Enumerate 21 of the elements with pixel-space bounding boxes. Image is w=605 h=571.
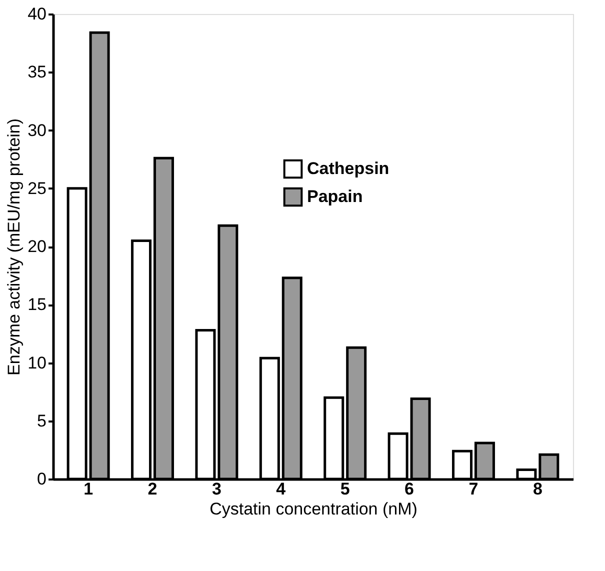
- y-tick-label: 15: [28, 295, 46, 314]
- x-tick-label: 1: [84, 480, 94, 498]
- y-tick-label: 20: [28, 237, 46, 256]
- y-tick-label: 25: [28, 178, 46, 198]
- legend-label: Cathepsin: [307, 159, 390, 178]
- x-axis-title: Cystatin concentration (nM): [210, 500, 418, 518]
- y-tick-label: 0: [37, 470, 46, 488]
- y-tick-label: 40: [28, 4, 46, 24]
- x-tick-label: 5: [340, 480, 350, 498]
- x-tick-label: 8: [532, 480, 542, 498]
- x-tick-label: 6: [404, 480, 414, 498]
- y-tick-label: 35: [28, 62, 46, 82]
- y-axis-title: Enzyme activity (mEU/mg protein): [4, 118, 24, 376]
- y-tick-label: 5: [37, 411, 46, 430]
- y-tick-label: 30: [28, 120, 46, 140]
- x-tick-label: 4: [276, 480, 286, 498]
- x-tick-label: 3: [212, 480, 222, 498]
- legend-label: Papain: [307, 187, 363, 206]
- x-tick-label: 2: [148, 480, 158, 498]
- y-tick-label: 10: [28, 353, 46, 372]
- x-tick-label: 7: [468, 480, 478, 498]
